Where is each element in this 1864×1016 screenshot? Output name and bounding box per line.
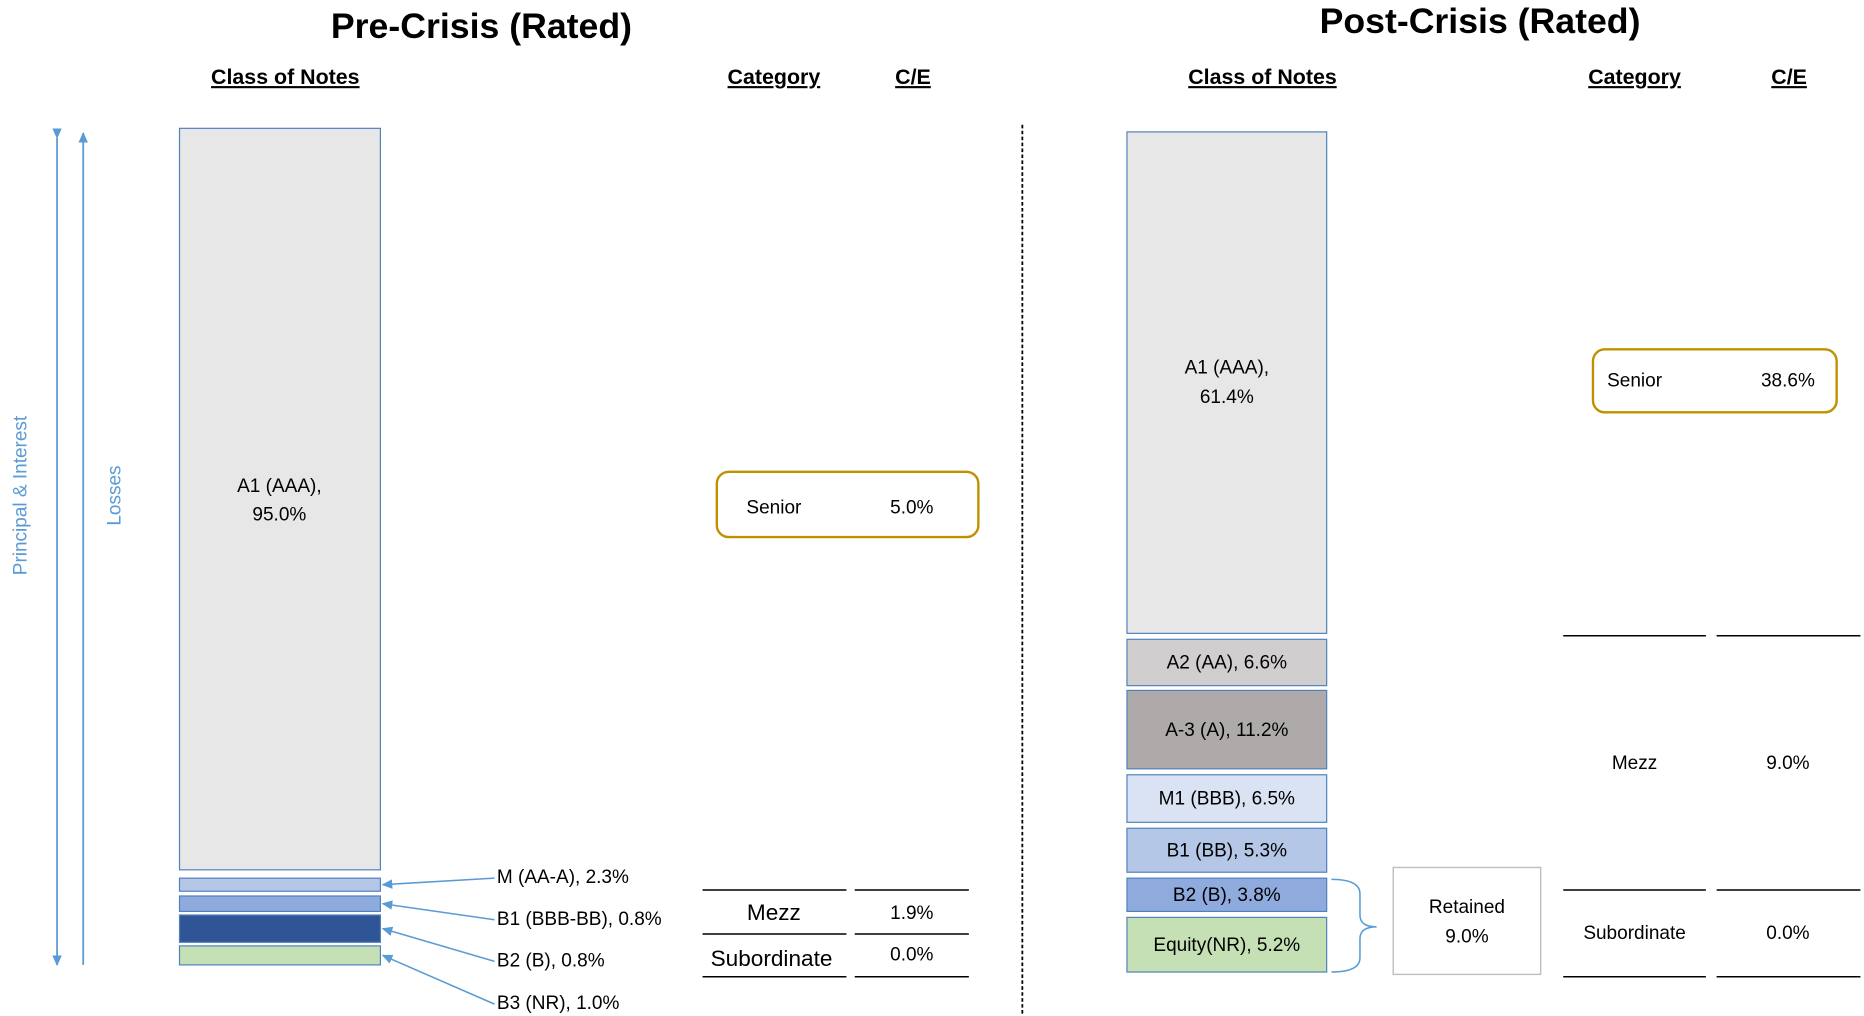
tranche <box>178 877 382 892</box>
tranche <box>1126 689 1328 770</box>
tranche-label: B1 (BBB-BB), 0.8% <box>497 909 662 930</box>
tranche-label: Equity(NR), 5.2% <box>1153 935 1300 956</box>
tranche <box>178 895 382 913</box>
callout-arrow <box>381 900 495 921</box>
column-header: C/E <box>1771 65 1807 89</box>
brace <box>1331 878 1377 973</box>
category-name: Subordinate <box>711 946 833 971</box>
tranche <box>178 945 382 966</box>
tranche-label: B1 (BB), 5.3% <box>1167 840 1288 861</box>
tranche-label: 61.4% <box>1200 387 1254 408</box>
panel-title: Post-Crisis (Rated) <box>1320 1 1641 41</box>
tranche <box>1126 877 1328 913</box>
category-name: Mezz <box>747 900 801 925</box>
column-header: Category <box>1588 65 1681 89</box>
tranche-label: A1 (AAA), <box>1185 357 1270 378</box>
panel-title: Pre-Crisis (Rated) <box>331 6 632 46</box>
tranche-label: B2 (B), 0.8% <box>497 950 605 971</box>
column-header: Class of Notes <box>211 65 360 89</box>
category-ce: 0.0% <box>890 944 933 965</box>
category-ce: 5.0% <box>890 498 933 519</box>
tranche-label: M1 (BBB), 6.5% <box>1159 789 1295 810</box>
senior-box <box>715 470 980 539</box>
category-name: Senior <box>746 498 802 519</box>
tranche <box>1126 827 1328 873</box>
category-name: Subordinate <box>1583 923 1685 944</box>
tranche-label: 95.0% <box>252 505 306 526</box>
category-ce: 38.6% <box>1761 370 1815 391</box>
retained-label: Retained <box>1429 897 1505 918</box>
retained-label: 9.0% <box>1445 927 1488 948</box>
axis-label: Losses <box>104 465 125 525</box>
callout-arrow <box>381 954 495 1005</box>
tranche-label: B2 (B), 3.8% <box>1173 885 1281 906</box>
senior-box <box>1591 348 1838 414</box>
tranche <box>178 914 382 943</box>
tranche <box>1126 638 1328 687</box>
callout-arrow <box>381 926 495 963</box>
tranche <box>178 127 382 871</box>
tranche <box>1126 774 1328 823</box>
tranche-label: B3 (NR), 1.0% <box>497 993 620 1014</box>
retained-box <box>1392 866 1542 976</box>
axis-label: Principal & Interest <box>10 415 31 575</box>
tranche-label: A2 (AA), 6.6% <box>1167 653 1288 674</box>
tranche-label: M (AA-A), 2.3% <box>497 867 629 888</box>
category-name: Mezz <box>1612 753 1657 774</box>
category-ce: 1.9% <box>890 903 933 924</box>
column-header: Class of Notes <box>1188 65 1337 89</box>
category-ce: 0.0% <box>1766 923 1809 944</box>
category-ce: 9.0% <box>1766 753 1809 774</box>
category-name: Senior <box>1607 370 1663 391</box>
tranche-label: A-3 (A), 11.2% <box>1165 720 1288 741</box>
column-header: C/E <box>895 65 931 89</box>
column-header: Category <box>728 65 821 89</box>
tranche <box>1126 131 1328 634</box>
callout-arrow <box>381 877 495 889</box>
tranche <box>1126 916 1328 973</box>
tranche-label: A1 (AAA), <box>237 476 322 497</box>
